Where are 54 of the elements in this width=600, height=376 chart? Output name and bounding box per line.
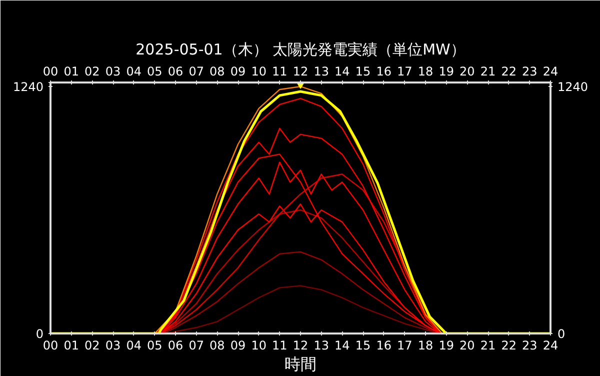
x-tick-label: 10 [251,64,266,78]
x-axis-title: 時間 [284,354,316,374]
x2-tick-label: 17 [397,338,412,352]
x-tick-label: 21 [480,64,496,78]
x2-tick-label: 16 [376,338,392,352]
x2-tick-label: 13 [314,338,329,352]
x2-tick-label: 05 [147,338,162,352]
x-tick-label: 23 [522,64,538,78]
x2-tick-label: 04 [126,338,142,352]
x2-tick-label: 23 [522,338,538,352]
x-tick-label: 11 [272,64,288,78]
x-tick-label: 09 [230,64,246,78]
x-tick-label: 07 [188,64,204,78]
x2-tick-label: 11 [272,338,288,352]
x-tick-label: 20 [460,64,475,78]
x2-tick-label: 03 [105,338,121,352]
x2-tick-label: 24 [542,338,558,352]
x-tick-label: 03 [105,64,121,78]
x2-tick-label: 09 [230,338,246,352]
x2-tick-label: 12 [292,338,308,352]
x-tick-label: 02 [84,64,100,78]
x2-tick-label: 15 [355,338,371,352]
x-tick-label: 13 [314,64,329,78]
x2-tick-label: 07 [188,338,204,352]
x-tick-label: 04 [126,64,142,78]
chart-title: 2025-05-01（木） 太陽光発電実績（単位MW） [136,40,466,58]
y2-tick-label: 1240 [558,80,588,94]
y2-tick-label: 0 [558,327,566,341]
x2-tick-label: 02 [84,338,100,352]
x-tick-label: 16 [376,64,392,78]
x-tick-label: 15 [355,64,371,78]
x-tick-label: 22 [501,64,516,78]
x2-tick-label: 00 [42,338,58,352]
x-tick-label: 17 [397,64,412,78]
x-tick-label: 01 [64,64,79,78]
x-tick-label: 00 [42,64,58,78]
x2-tick-label: 10 [251,338,266,352]
x2-tick-label: 22 [501,338,516,352]
x2-tick-label: 14 [334,338,350,352]
x2-tick-label: 06 [168,338,184,352]
x-tick-label: 12 [292,64,308,78]
x-tick-label: 24 [542,64,558,78]
x-tick-label: 19 [438,64,454,78]
x-tick-label: 14 [334,64,350,78]
x-tick-label: 08 [210,64,225,78]
x2-tick-label: 01 [64,338,79,352]
x-tick-label: 06 [168,64,184,78]
x2-tick-label: 20 [460,338,475,352]
x-tick-label: 05 [147,64,162,78]
x-tick-label: 18 [418,64,434,78]
x2-tick-label: 08 [210,338,225,352]
x2-tick-label: 21 [480,338,496,352]
x2-tick-label: 18 [418,338,434,352]
x2-tick-label: 19 [438,338,454,352]
